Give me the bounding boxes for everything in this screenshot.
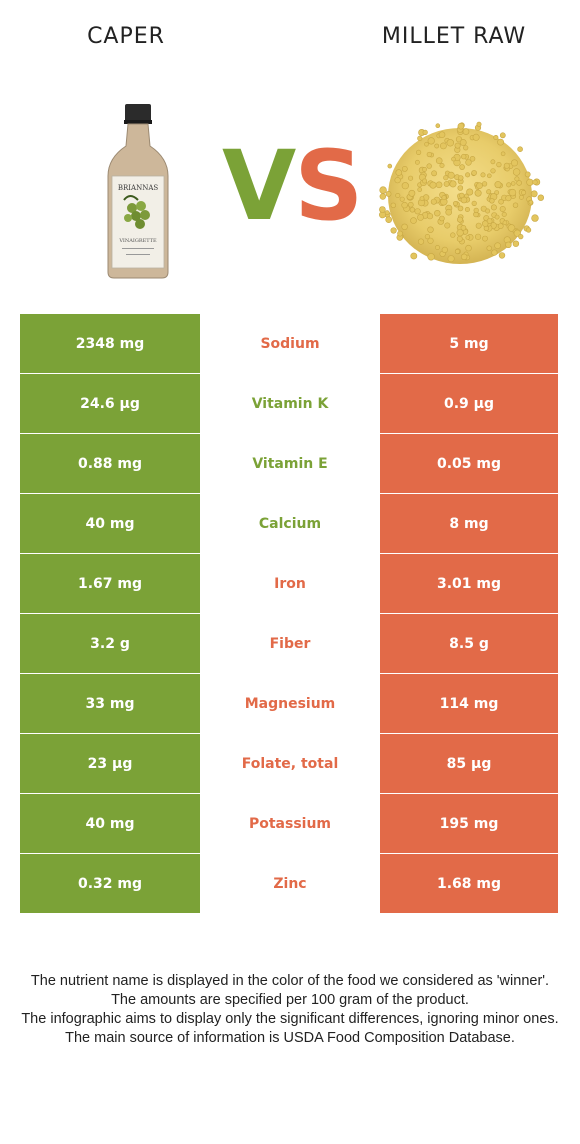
footer-line-4: The main source of information is USDA F… <box>65 1030 515 1046</box>
left-value: 0.32 mg <box>20 853 200 914</box>
table-row: 0.32 mg Zinc 1.68 mg <box>20 853 558 914</box>
right-value: 85 µg <box>380 733 558 794</box>
right-value: 114 mg <box>380 673 558 734</box>
nutrient-name: Fiber <box>200 613 380 674</box>
right-value: 5 mg <box>380 314 558 374</box>
table-row: 40 mg Potassium 195 mg <box>20 793 558 854</box>
bottle-label-sub: VINAIGRETTE <box>118 238 157 244</box>
bottle-label-brand: BRIANNAS <box>118 184 159 192</box>
right-value: 195 mg <box>380 793 558 854</box>
left-value: 1.67 mg <box>20 553 200 614</box>
left-value: 2348 mg <box>20 314 200 374</box>
right-value: 8 mg <box>380 493 558 554</box>
nutrient-name: Calcium <box>200 493 380 554</box>
nutrient-name: Vitamin K <box>200 373 380 434</box>
nutrient-name: Magnesium <box>200 673 380 734</box>
right-value: 1.68 mg <box>380 853 558 914</box>
left-value: 24.6 µg <box>20 373 200 434</box>
left-value: 40 mg <box>20 493 200 554</box>
nutrient-name: Sodium <box>200 314 380 374</box>
vs-label: VS <box>222 138 363 234</box>
millet-pile-image <box>379 121 545 264</box>
footer-line-2: The amounts are specified per 100 gram o… <box>111 992 469 1008</box>
nutrient-name: Zinc <box>200 853 380 914</box>
table-row: 1.67 mg Iron 3.01 mg <box>20 553 558 614</box>
nutrient-name: Folate, total <box>200 733 380 794</box>
table-row: 24.6 µg Vitamin K 0.9 µg <box>20 373 558 434</box>
right-value: 8.5 g <box>380 613 558 674</box>
footer-notes: The nutrient name is displayed in the co… <box>16 972 564 1048</box>
vs-letter-s: S <box>294 130 363 242</box>
table-row: 40 mg Calcium 8 mg <box>20 493 558 554</box>
left-value: 33 mg <box>20 673 200 734</box>
nutrient-name: Potassium <box>200 793 380 854</box>
right-value: 3.01 mg <box>380 553 558 614</box>
left-value: 23 µg <box>20 733 200 794</box>
nutrient-name: Iron <box>200 553 380 614</box>
footer-line-1: The nutrient name is displayed in the co… <box>30 973 550 989</box>
comparison-table: 2348 mg Sodium 5 mg 24.6 µg Vitamin K 0.9 µg 0… <box>20 314 558 914</box>
nutrient-name: Vitamin E <box>200 433 380 494</box>
footer-line-3: The infographic aims to display only the… <box>21 1011 559 1027</box>
right-value: 0.9 µg <box>380 373 558 434</box>
table-row: 3.2 g Fiber 8.5 g <box>20 613 558 674</box>
table-row: 33 mg Magnesium 114 mg <box>20 673 558 734</box>
table-row: 23 µg Folate, total 85 µg <box>20 733 558 794</box>
left-value: 40 mg <box>20 793 200 854</box>
left-value: 3.2 g <box>20 613 200 674</box>
left-food-title: CAPER <box>87 24 165 49</box>
caper-bottle-image: BRIANNAS VINAIGRETTE <box>107 104 169 279</box>
right-value: 0.05 mg <box>380 433 558 494</box>
table-row: 2348 mg Sodium 5 mg <box>20 314 558 374</box>
left-value: 0.88 mg <box>20 433 200 494</box>
table-row: 0.88 mg Vitamin E 0.05 mg <box>20 433 558 494</box>
vs-letter-v: V <box>222 130 296 242</box>
right-food-title: MILLET RAW <box>381 24 527 49</box>
